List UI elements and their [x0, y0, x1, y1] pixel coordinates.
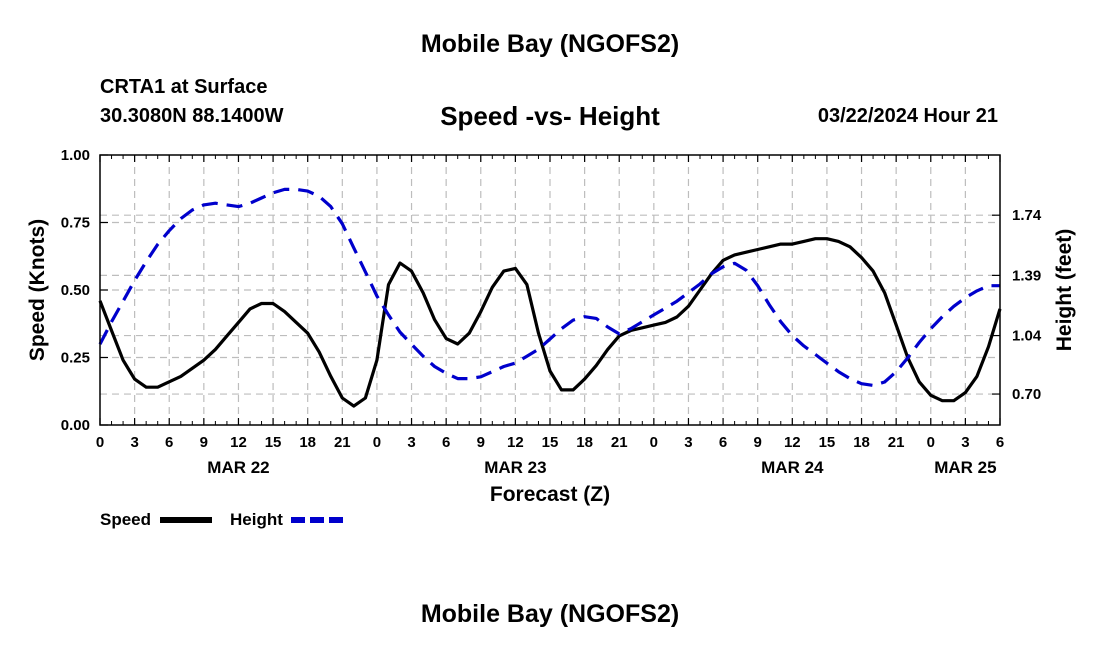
chart-title: Mobile Bay (NGOFS2) [420, 30, 680, 58]
x-tick-label: 15 [542, 434, 559, 451]
x-tick-label: 3 [130, 434, 138, 451]
y-axis-label: Speed (Knots) [26, 219, 49, 361]
date-label: MAR 22 [207, 458, 269, 477]
y-tick-label: 0.50 [61, 282, 90, 299]
y2-tick-label: 1.04 [1012, 328, 1042, 345]
date-label: MAR 25 [934, 458, 996, 477]
x-tick-label: 9 [754, 434, 762, 451]
x-tick-label: 0 [96, 434, 104, 451]
x-axis-label: Forecast (Z) [490, 483, 610, 506]
x-tick-label: 9 [200, 434, 208, 451]
series-line-speed [98, 237, 1002, 408]
legend-label-speed: Speed [100, 510, 151, 529]
date-label: MAR 24 [761, 458, 824, 477]
x-tick-label: 18 [299, 434, 316, 451]
legend-label-height: Height [230, 510, 283, 529]
x-tick-label: 21 [888, 434, 905, 451]
x-tick-label: 3 [684, 434, 692, 451]
y-tick-label: 0.00 [61, 417, 90, 434]
x-tick-label: 15 [819, 434, 836, 451]
y-tick-label: 0.75 [61, 215, 90, 232]
y2-tick-label: 1.74 [1012, 207, 1042, 224]
x-tick-label: 12 [784, 434, 801, 451]
x-tick-label: 0 [650, 434, 658, 451]
x-tick-label: 15 [265, 434, 282, 451]
footer-title: Mobile Bay (NGOFS2) [420, 600, 680, 628]
x-tick-label: 18 [853, 434, 870, 451]
y2-tick-label: 1.39 [1012, 267, 1041, 284]
y2-axis-label: Height (feet) [1053, 229, 1076, 352]
y-tick-label: 0.25 [61, 350, 90, 367]
x-tick-label: 0 [373, 434, 381, 451]
forecast-datetime: 03/22/2024 Hour 21 [817, 105, 998, 127]
x-tick-label: 21 [611, 434, 628, 451]
x-tick-label: 3 [407, 434, 415, 451]
station-coordinates: 30.3080N 88.1400W [100, 105, 284, 127]
chart-subtitle: Speed -vs- Height [440, 101, 660, 131]
x-tick-label: 18 [576, 434, 593, 451]
series-line-height [98, 187, 1000, 387]
y2-tick-label: 0.70 [1012, 386, 1041, 403]
y-tick-label: 1.00 [61, 147, 90, 164]
x-tick-label: 21 [334, 434, 351, 451]
station-name: CRTA1 at Surface [100, 76, 268, 98]
x-tick-label: 6 [165, 434, 173, 451]
x-tick-label: 9 [477, 434, 485, 451]
x-tick-label: 3 [961, 434, 969, 451]
plot-frame [99, 154, 1001, 426]
x-tick-label: 12 [230, 434, 247, 451]
x-tick-label: 6 [996, 434, 1004, 451]
x-tick-label: 0 [927, 434, 935, 451]
x-tick-label: 6 [719, 434, 727, 451]
x-tick-label: 12 [507, 434, 524, 451]
x-tick-label: 6 [442, 434, 450, 451]
date-label: MAR 23 [484, 458, 546, 477]
legend: Speed Height [100, 510, 343, 529]
